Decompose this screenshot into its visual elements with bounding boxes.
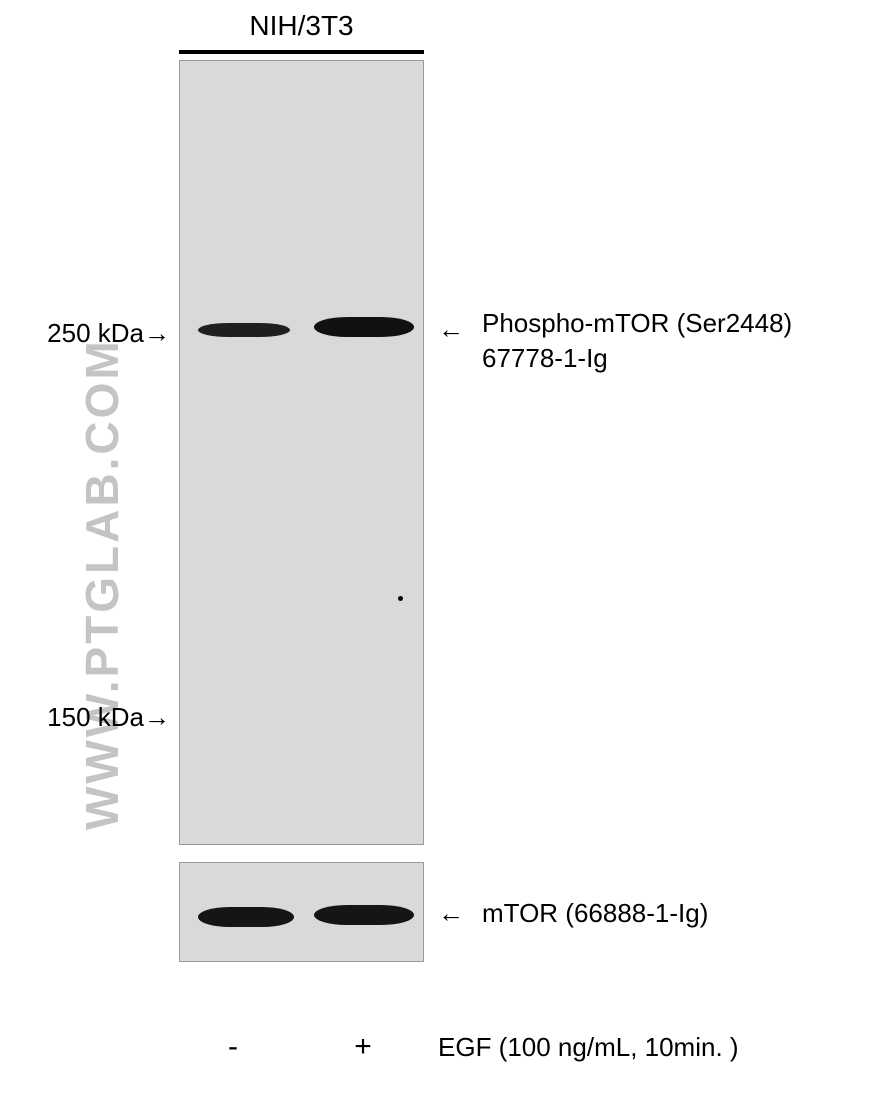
total-mtor-line1: mTOR (66888-1-Ig) xyxy=(482,898,708,928)
treatment-label: EGF (100 ng/mL, 10min. ) xyxy=(438,1032,739,1063)
phospho-mtor-line2: 67778-1-Ig xyxy=(482,341,792,376)
arrow-right-icon: → xyxy=(144,318,170,349)
mw-marker-250: 250 kDa→ xyxy=(20,318,170,349)
artifact-dot xyxy=(398,596,403,601)
sample-underline-bar xyxy=(179,50,424,54)
arrow-left-icon: ← xyxy=(438,314,464,345)
band-lane1-phospho xyxy=(198,323,290,337)
phospho-mtor-line1: Phospho-mTOR (Ser2448) xyxy=(482,306,792,341)
total-mtor-label: mTOR (66888-1-Ig) xyxy=(482,896,708,931)
main-blot-panel xyxy=(179,60,424,845)
loading-control-panel xyxy=(179,862,424,962)
phospho-mtor-label: Phospho-mTOR (Ser2448) 67778-1-Ig xyxy=(482,306,792,376)
mw-250-text: 250 kDa xyxy=(47,318,144,348)
treatment-minus: - xyxy=(218,1030,248,1064)
arrow-right-icon: → xyxy=(144,702,170,733)
arrow-left-icon: ← xyxy=(438,898,464,929)
figure-container: NIH/3T3 WWW.PTGLAB.COM 250 kDa→ 150 kDa→… xyxy=(0,0,892,1119)
band-lane2-total-mtor xyxy=(314,905,414,925)
mw-marker-150: 150 kDa→ xyxy=(20,702,170,733)
watermark-text: WWW.PTGLAB.COM xyxy=(75,338,129,830)
mw-150-text: 150 kDa xyxy=(47,702,144,732)
band-lane2-phospho xyxy=(314,317,414,337)
sample-label: NIH/3T3 xyxy=(179,10,424,42)
band-lane1-total-mtor xyxy=(198,907,294,927)
treatment-plus: + xyxy=(348,1030,378,1064)
